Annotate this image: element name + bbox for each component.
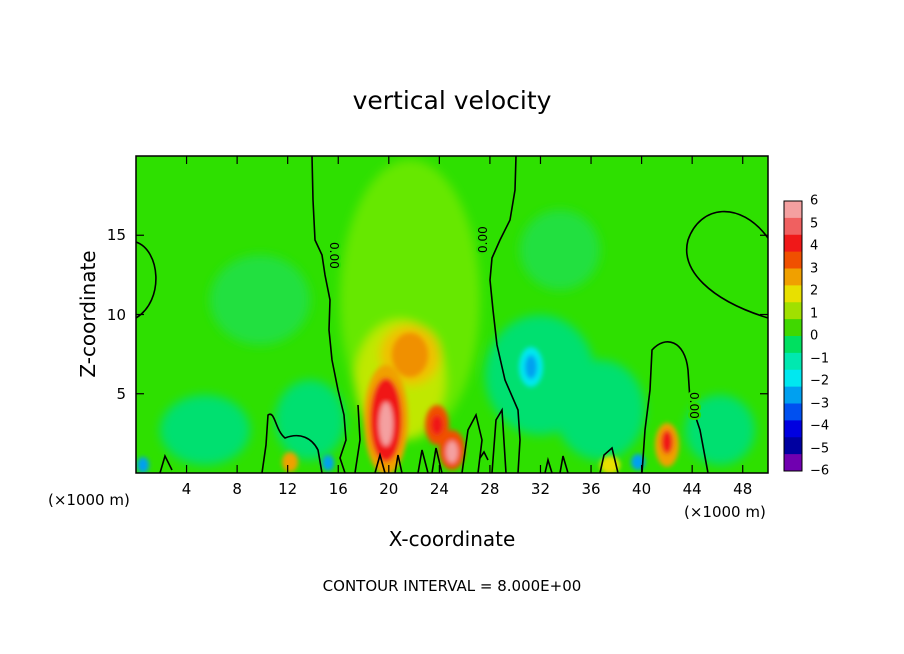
tick-marks — [136, 156, 768, 473]
x-tick-label: 36 — [581, 480, 601, 498]
contour-interval-text: CONTOUR INTERVAL = 8.000E+00 — [322, 577, 582, 595]
colorbar-tick-label: −2 — [810, 373, 830, 389]
x-unit-label-left: (×1000 m) — [48, 491, 130, 509]
colorbar-swatch — [784, 217, 802, 236]
field-blob — [431, 415, 443, 435]
colorbar-tick-label: −6 — [810, 463, 830, 479]
colorbar-tick-label: 3 — [810, 261, 819, 276]
field-blob — [379, 402, 393, 446]
x-tick-label: 24 — [429, 480, 449, 498]
field-blob — [520, 210, 600, 290]
contour-line — [461, 412, 483, 473]
colorbar-swatch — [784, 319, 802, 337]
y-tick-label: 15 — [106, 226, 126, 245]
colorbar-tick-label: 0 — [810, 328, 819, 344]
contour-line — [374, 452, 386, 473]
x-tick-label: 40 — [632, 480, 652, 498]
colorbar-tick-label: −1 — [810, 351, 830, 366]
contour-line — [311, 156, 347, 473]
colorbar-tick-label: 2 — [810, 283, 819, 299]
field-blob — [661, 430, 673, 454]
zero-contours — [136, 156, 768, 473]
contour-line — [544, 456, 553, 473]
field-blob — [210, 255, 310, 345]
colorbar-swatch — [784, 285, 802, 303]
colorbar-swatch — [784, 234, 802, 253]
contour-line — [559, 455, 569, 473]
colorbar-swatch — [784, 352, 802, 371]
colorbar-swatch — [784, 420, 802, 438]
field-blob — [525, 355, 537, 379]
contour-line — [159, 453, 173, 473]
x-tick-label: 4 — [181, 480, 192, 498]
colorbar-swatch — [784, 336, 802, 354]
colorbar-swatch — [784, 201, 802, 219]
contour-line — [417, 449, 429, 473]
x-tick-label: 16 — [328, 480, 348, 498]
x-tick-label: 8 — [232, 480, 242, 498]
contour-line — [261, 413, 323, 473]
field-blob — [282, 452, 298, 472]
contour-label: 0.00 — [476, 226, 490, 253]
x-unit-label-right: (×1000 m) — [684, 503, 766, 521]
field-blob — [555, 360, 645, 460]
contour-line — [394, 454, 403, 473]
colorbar-tick-label: −4 — [810, 418, 830, 434]
x-tick-label: 44 — [682, 480, 702, 498]
contour-line — [489, 156, 521, 473]
field-shading — [137, 333, 679, 473]
contour-line — [136, 241, 157, 319]
contour-line — [685, 210, 768, 319]
colorbar-swatch — [784, 454, 802, 472]
y-tick-label: 10 — [106, 305, 126, 324]
contour-label: 0.00 — [687, 392, 701, 419]
contour-line — [354, 404, 361, 473]
x-tick-label: 48 — [733, 480, 753, 498]
colorbar-swatch — [784, 251, 802, 269]
field-blob — [160, 395, 250, 465]
chart-title: vertical velocity — [352, 86, 552, 115]
colorbar-frame — [783, 200, 803, 472]
contour-line — [491, 407, 507, 473]
colorbar-swatch — [784, 403, 802, 421]
colorbar-tick-label: 1 — [810, 306, 819, 321]
contour-line — [641, 341, 709, 473]
contour-line — [479, 450, 489, 461]
field-blob — [322, 455, 334, 471]
contour-label: 0.00 — [327, 242, 341, 269]
colorbar — [783, 200, 803, 472]
y-tick-label: 5 — [116, 384, 126, 403]
contour-line — [431, 447, 443, 473]
x-tick-label: 32 — [530, 480, 551, 498]
x-axis-label: X-coordinate — [388, 527, 516, 551]
colorbar-swatch — [784, 369, 802, 388]
colorbar-swatch — [784, 268, 802, 286]
colorbar-tick-label: −3 — [810, 396, 830, 411]
field-blob — [392, 333, 428, 377]
colorbar-swatch — [784, 437, 802, 455]
x-tick-label: 20 — [379, 480, 399, 498]
contour-line — [599, 446, 619, 473]
plot-area: 0.00 0.00 0.00 — [136, 156, 768, 473]
field-blob — [275, 380, 345, 460]
contour-labels: 0.00 0.00 0.00 — [325, 224, 703, 420]
field-blob — [137, 457, 149, 473]
colorbar-tick-label: −5 — [810, 441, 830, 456]
colorbar-swatch — [784, 386, 802, 404]
colorbar-tick-label: 6 — [810, 193, 819, 209]
x-tick-label: 12 — [278, 480, 298, 498]
colorbar-tick-label: 4 — [810, 238, 819, 254]
field-blob — [446, 441, 458, 463]
colorbar-tick-label: 5 — [810, 216, 819, 231]
colorbar-swatch — [784, 302, 802, 320]
x-tick-label: 28 — [480, 480, 500, 498]
